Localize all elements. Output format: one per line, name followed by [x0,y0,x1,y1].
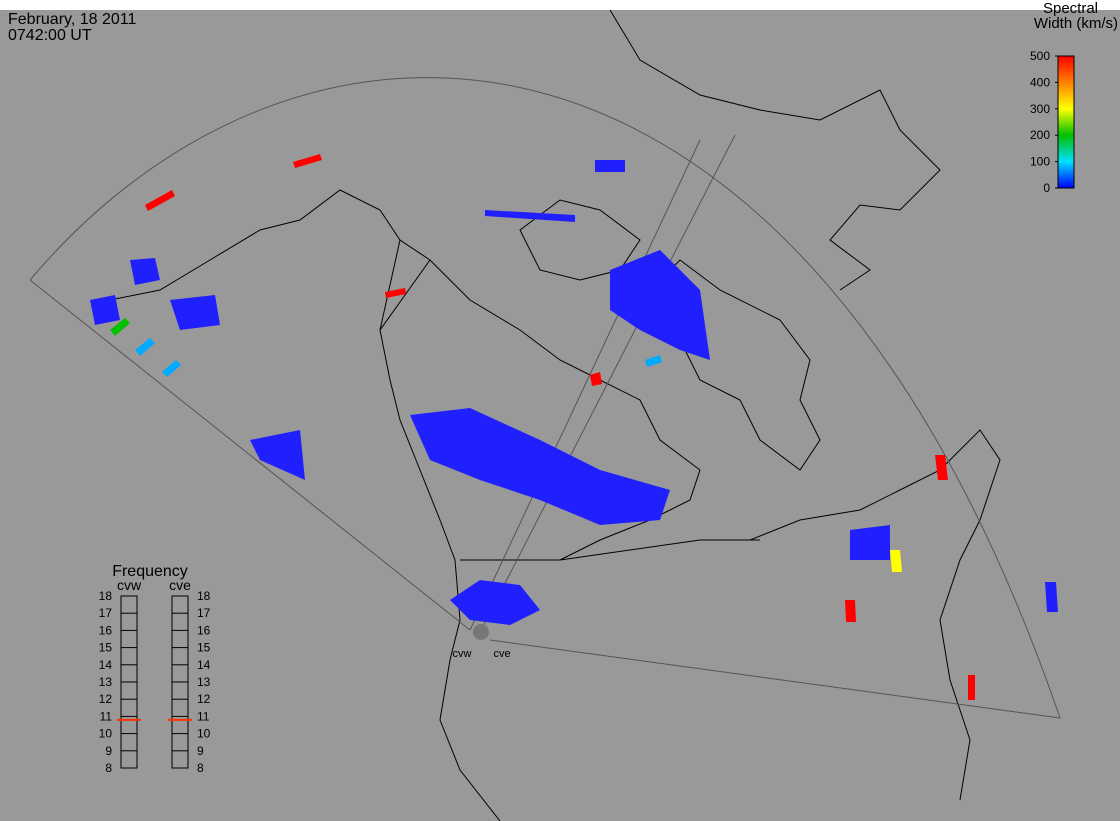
colorbar-title: Width (km/s) [1034,15,1118,32]
frequency-tick-label: 9 [197,744,204,758]
echo-patch [90,258,220,330]
radar-label: cve [493,648,510,660]
frequency-tick-label: 18 [197,589,211,603]
east-coast [749,429,1001,801]
colorbar-tick-label: 200 [1030,128,1050,142]
frequency-tick-label: 16 [197,623,211,637]
frequency-tick-label: 9 [105,744,112,758]
radar-label: cvw [453,648,472,660]
fan-outline [29,77,1061,719]
frequency-tick-label: 12 [197,692,211,706]
frequency-radar-name: cve [169,577,191,593]
frequency-tick-label: 17 [99,606,113,620]
echo-band [610,250,710,360]
frequency-tick-label: 15 [197,641,211,655]
radar-site [473,624,489,640]
frequency-tick-label: 13 [99,675,113,689]
frequency-tick-label: 14 [197,658,211,672]
colorbar-tick-label: 400 [1030,75,1050,89]
frequency-tick-label: 8 [197,761,204,775]
frequency-tick-label: 17 [197,606,211,620]
frequency-tick-label: 14 [99,658,113,672]
hudson-bay [639,259,821,471]
beam-lines [469,134,736,633]
west-coast [379,239,501,821]
colorbar-tick-label: 500 [1030,49,1050,63]
frequency-title: Frequency [112,563,188,580]
echo-near [450,580,540,625]
frequency-tick-label: 11 [100,709,113,723]
frequency-tick-label: 16 [99,623,113,637]
coastlines [109,9,1001,821]
frequency-tick-label: 12 [99,692,113,706]
frequency-tick-label: 18 [99,589,113,603]
frequency-tick-label: 13 [197,675,211,689]
echoes [90,154,1058,700]
colorbar-tick-label: 300 [1030,102,1050,116]
north-coast [109,189,701,561]
colorbar-title: Spectral [1043,0,1098,17]
frequency-tick-label: 8 [105,761,112,775]
frequency-tick-label: 10 [197,727,211,741]
echo-patch [850,525,890,560]
colorbar-tick-label: 0 [1043,181,1050,195]
colorbar [1057,55,1075,189]
frequency-tick-label: 11 [197,709,210,723]
echo-band [410,408,670,525]
border-ak [379,259,431,331]
border [460,539,760,561]
echo-patch [250,430,305,480]
frequency-tick-label: 10 [99,727,113,741]
colorbar-tick-label: 100 [1030,155,1050,169]
island [519,199,641,281]
echo-patch [110,318,130,336]
time: 0742:00 UT [8,27,92,44]
greenland [609,9,941,291]
field-of-view [29,77,1061,719]
map-background [0,10,1120,821]
echo-patch [890,550,902,572]
date: February, 18 2011 [8,11,136,28]
frequency-tick-label: 15 [99,641,113,655]
frequency-radar-name: cvw [117,577,142,593]
